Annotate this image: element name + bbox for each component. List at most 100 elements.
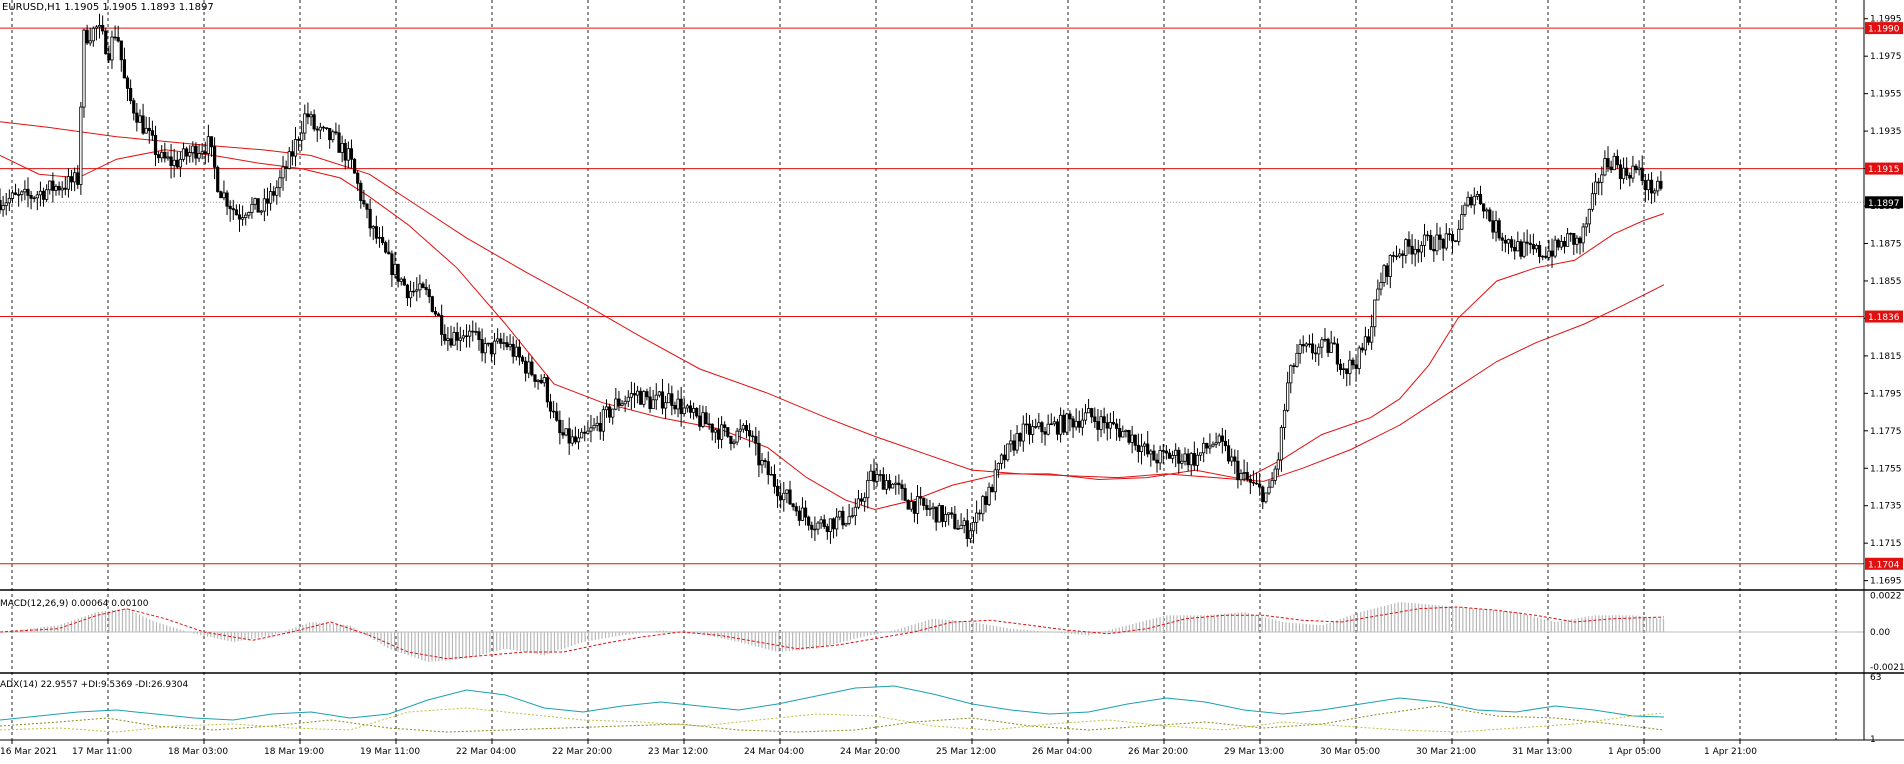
candle-body	[968, 530, 973, 539]
candle-body	[1021, 423, 1025, 442]
candle-body	[878, 474, 882, 476]
candle-body	[735, 430, 739, 443]
candle-body	[1323, 338, 1327, 341]
candle-body	[268, 191, 273, 204]
candle-body	[228, 205, 232, 210]
candle-body	[334, 131, 338, 134]
candle-body	[648, 396, 652, 410]
candle-body	[971, 521, 976, 532]
candle-body	[608, 406, 612, 418]
adx-line-adx	[0, 685, 1665, 721]
candle-body	[1491, 220, 1495, 233]
candle-body	[673, 405, 677, 410]
candle-body	[1550, 250, 1554, 257]
candle-body	[1597, 181, 1601, 184]
candle-body	[881, 474, 885, 490]
candle-body	[4, 202, 8, 206]
candle-body	[362, 200, 366, 205]
candle-body	[1376, 288, 1380, 301]
candle-body	[1233, 456, 1237, 462]
candle-body	[10, 192, 15, 199]
candle-body	[542, 377, 546, 384]
candle-body	[524, 360, 528, 374]
candle-body	[514, 346, 518, 357]
candle-body	[250, 203, 254, 213]
candle-body	[1478, 193, 1483, 205]
candle-body	[841, 510, 845, 526]
candle-body	[1167, 452, 1172, 459]
candle-body	[265, 198, 270, 204]
candle-body	[1189, 453, 1193, 466]
candle-body	[247, 212, 251, 216]
candle-body	[1034, 426, 1038, 428]
candle-body	[306, 113, 310, 118]
price-level-tag[interactable]	[1865, 310, 1903, 323]
candle-body	[1590, 193, 1595, 210]
candle-body	[499, 338, 503, 344]
candle-body	[1307, 343, 1312, 346]
candle-body	[726, 427, 730, 437]
candle-body	[617, 398, 621, 406]
candle-body	[869, 470, 873, 481]
candle-body	[315, 128, 319, 131]
candle-body	[1027, 423, 1032, 435]
candle-body	[1223, 440, 1228, 447]
horizontal-levels[interactable]	[0, 27, 1864, 565]
time-tick-label: 18 Mar 19:00	[264, 747, 324, 757]
candle-body	[1158, 450, 1162, 464]
price-level-tag[interactable]	[1865, 557, 1903, 570]
candle-body	[614, 398, 618, 410]
candle-body	[368, 208, 372, 229]
candle-body	[1161, 450, 1165, 452]
candle-body	[906, 500, 910, 510]
candle-body	[698, 415, 702, 427]
candle-body	[934, 506, 938, 523]
candle-body	[396, 263, 400, 282]
candle-body	[1192, 453, 1196, 466]
candle-body	[1525, 241, 1529, 244]
candle-body	[387, 251, 391, 255]
candle-body	[975, 512, 979, 523]
candle-body	[1553, 239, 1557, 257]
candle-body	[440, 315, 444, 335]
candle-body	[1388, 255, 1392, 277]
candle-body	[213, 146, 217, 168]
candle-body	[1086, 408, 1091, 414]
candle-body	[813, 528, 817, 531]
candle-body	[23, 188, 27, 193]
candle-body	[1211, 443, 1215, 447]
candle-body	[160, 151, 164, 159]
candle-body	[231, 208, 235, 211]
candle-body	[1391, 255, 1396, 257]
candle-body	[835, 516, 839, 530]
candle-body	[194, 145, 198, 159]
candles	[0, 13, 1663, 547]
candle-body	[1457, 228, 1461, 242]
moving-average-slow	[0, 121, 1665, 482]
candle-body	[85, 29, 89, 44]
candle-body	[1454, 240, 1458, 242]
candle-body	[1438, 234, 1442, 240]
candle-body	[1416, 248, 1420, 253]
candle-body	[1569, 232, 1573, 235]
candle-body	[1105, 422, 1109, 429]
candle-body	[925, 505, 929, 510]
price-level-tag[interactable]	[1865, 162, 1903, 175]
candle-body	[1, 205, 5, 211]
candle-body	[343, 142, 347, 161]
candle-body	[222, 192, 226, 199]
candle-body	[984, 496, 988, 505]
candle-body	[1584, 223, 1588, 228]
candle-body	[66, 176, 71, 190]
candle-body	[897, 482, 901, 486]
candle-body	[1649, 179, 1654, 194]
candle-body	[856, 498, 861, 508]
candle-body	[60, 187, 64, 191]
candle-body	[1242, 472, 1246, 474]
price-tick-label: 1.1935	[1870, 127, 1902, 137]
candle-body	[415, 289, 419, 292]
candle-body	[548, 401, 553, 412]
price-level-tag[interactable]	[1865, 22, 1903, 35]
candle-body	[651, 399, 655, 410]
